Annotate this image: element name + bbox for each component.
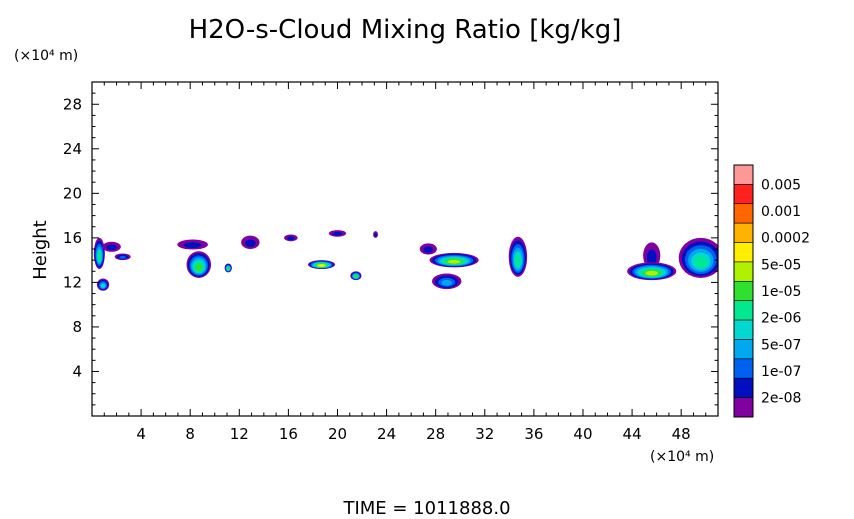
cloud-contour (423, 246, 434, 253)
y-tick-label: 28 (63, 95, 82, 113)
cloud-contour (318, 264, 325, 267)
x-tick-label: 32 (475, 425, 494, 443)
cloud-blob (429, 252, 479, 268)
colorbar-swatch (733, 281, 754, 301)
cloud-contour (646, 249, 657, 266)
colorbar-label: 1e-07 (761, 364, 801, 380)
y-axis-unit: (×10⁴ m) (14, 48, 78, 64)
colorbar: 0.005 0.001 0.0002 5e-05 1e-05 2e-06 5e-07 1e-0… (733, 164, 810, 418)
colorbar-frame (733, 164, 754, 418)
cloud-blob (93, 237, 105, 270)
cloud-contour (645, 270, 659, 276)
y-tick-label: 8 (72, 318, 82, 336)
cloud-contour (101, 283, 106, 288)
cloud-blob (96, 278, 110, 291)
colorbar-swatch (733, 242, 754, 263)
cloud-contour (332, 231, 343, 236)
x-tick-label: 20 (328, 425, 347, 443)
colorbar-swatch (733, 300, 754, 321)
colorbar-label: 2e-06 (761, 311, 801, 327)
cloud-blob (114, 253, 131, 261)
colorbar-swatch (733, 164, 754, 185)
cloud-blob (508, 236, 528, 277)
cloud-field (93, 230, 718, 291)
colorbar-swatch (733, 184, 754, 205)
colorbar-label: 1e-05 (761, 284, 801, 300)
y-axis-label: Height (30, 220, 51, 280)
cloud-contour (515, 255, 521, 267)
y-tick-label: 12 (63, 273, 82, 291)
cloud-contour (447, 259, 461, 264)
cloud-contour (97, 252, 101, 262)
x-tick-label: 40 (573, 425, 592, 443)
cloud-contour (441, 279, 453, 286)
cloud-contour (245, 239, 256, 247)
cloud-contour (694, 256, 708, 268)
colorbar-swatch (733, 358, 754, 379)
y-tick-label: 20 (63, 184, 82, 202)
colorbar-swatch (733, 339, 754, 360)
colorbar-swatch (733, 397, 754, 418)
cloud-contour (106, 244, 117, 251)
cloud-blob (177, 239, 208, 250)
cloud-contour (227, 267, 230, 271)
x-tick-label: 4 (136, 425, 146, 443)
cloud-contour (286, 236, 295, 241)
cloud-blob (186, 251, 212, 278)
colorbar-label: 0.001 (761, 204, 801, 220)
x-tick-label: 24 (377, 425, 396, 443)
cloud-blob (328, 230, 347, 237)
colorbar-swatch (733, 377, 754, 398)
colorbar-swatch (733, 261, 754, 282)
cloud-blob (241, 235, 260, 250)
cloud-blob (643, 242, 661, 270)
colorbar-swatch (733, 319, 754, 340)
colorbar-swatch (733, 222, 754, 243)
cloud-blob (432, 273, 462, 290)
cloud-contour (183, 242, 202, 249)
y-tick-label: 16 (63, 229, 82, 247)
footer-time: TIME = 1011888.0 (342, 498, 510, 519)
colorbar-label: 2e-08 (761, 391, 801, 407)
x-tick-label: 28 (426, 425, 445, 443)
x-tick-label: 48 (672, 425, 691, 443)
cloud-blob (419, 243, 437, 255)
x-tick-label: 8 (185, 425, 195, 443)
cloud-contour (119, 255, 127, 259)
cloud-blob (284, 234, 298, 242)
x-tick-label: 12 (230, 425, 249, 443)
x-tick-label: 44 (623, 425, 642, 443)
cloud-contour (374, 233, 377, 237)
colorbar-label: 5e-05 (761, 257, 801, 273)
cloud-blob (102, 241, 121, 252)
chart-title: H2O-s-Cloud Mixing Ratio [kg/kg] (189, 15, 622, 45)
cloud-blob (627, 262, 677, 281)
cloud-blob (678, 237, 718, 278)
colorbar-swatch (733, 203, 754, 224)
x-tick-label: 16 (279, 425, 298, 443)
colorbar-label: 5e-07 (761, 337, 801, 353)
colorbar-label: 0.0002 (761, 231, 810, 247)
cloud-blob (373, 231, 378, 238)
x-tick-label: 36 (524, 425, 543, 443)
y-tick-label: 4 (72, 362, 82, 380)
x-axis-unit: (×10⁴ m) (650, 449, 714, 465)
cloud-blob (224, 263, 232, 273)
cloud-contour (195, 263, 203, 272)
cloud-blob (308, 260, 336, 270)
cloud-contour (354, 275, 358, 278)
colorbar-label: 0.005 (761, 177, 801, 193)
cloud-blob (350, 271, 362, 281)
plot-frame (91, 81, 719, 417)
y-tick-label: 24 (63, 140, 82, 158)
